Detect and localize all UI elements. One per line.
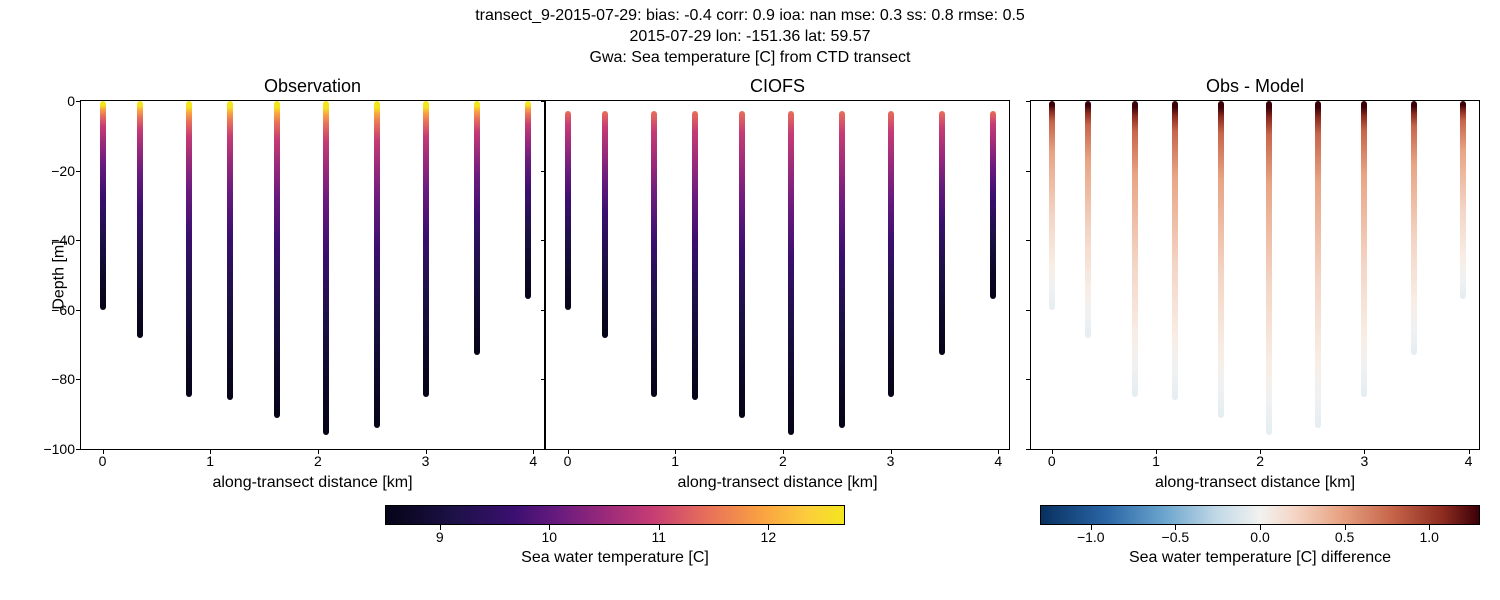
colorbar-tick: −0.5 xyxy=(1162,529,1190,545)
colorbar-tick: 11 xyxy=(652,529,667,545)
suptitle-line-2: 2015-07-29 lon: -151.36 lat: 59.57 xyxy=(0,27,1500,48)
profile-bar xyxy=(939,111,945,355)
profile-bar xyxy=(888,111,894,396)
colorbar-tick: 9 xyxy=(436,529,444,545)
panel-title: Observation xyxy=(80,76,545,97)
xtick-label: 3 xyxy=(422,453,430,469)
panels-row: Observation0−20−40−60−80−10001234Depth [… xyxy=(80,100,1480,450)
profile-bar xyxy=(100,101,106,310)
suptitle-line-1: transect_9-2015-07-29: bias: -0.4 corr: … xyxy=(0,6,1500,27)
xtick-label: 1 xyxy=(1152,453,1160,469)
profile-bar xyxy=(1460,101,1466,299)
profile-bar xyxy=(374,101,380,428)
xlabel: along-transect distance [km] xyxy=(1030,474,1480,492)
profile-bar xyxy=(839,111,845,428)
xtick-label: 4 xyxy=(1465,453,1473,469)
panel-obs-model: Obs - Model01234along-transect distance … xyxy=(1030,100,1480,450)
xtick-label: 2 xyxy=(314,453,322,469)
colorbar-diff-label: Sea water temperature [C] difference xyxy=(1040,549,1480,567)
xtick-label: 0 xyxy=(99,453,107,469)
profile-bar xyxy=(739,111,745,417)
colorbar-tick: 1.0 xyxy=(1419,529,1438,545)
profile-bar xyxy=(1132,101,1138,397)
profile-bar xyxy=(692,111,698,400)
profile-bar xyxy=(1049,101,1055,310)
xtick-label: 3 xyxy=(887,453,895,469)
xtick-label: 1 xyxy=(206,453,214,469)
profile-bar xyxy=(990,111,996,299)
xtick-label: 0 xyxy=(1048,453,1056,469)
panel-title: CIOFS xyxy=(545,76,1010,97)
ytick-label: 0 xyxy=(67,93,75,109)
plot-area: 01234 xyxy=(545,100,1010,450)
xlabel: along-transect distance [km] xyxy=(545,474,1010,492)
xtick-label: 4 xyxy=(529,453,537,469)
colorbar-tick: 0.0 xyxy=(1250,529,1269,545)
colorbar-tick: 12 xyxy=(761,529,777,545)
suptitle-line-3: Gwa: Sea temperature [C] from CTD transe… xyxy=(0,48,1500,69)
xtick-label: 1 xyxy=(671,453,679,469)
profile-bar xyxy=(227,101,233,400)
profile-bar xyxy=(788,111,794,435)
colorbar-temp-label: Sea water temperature [C] xyxy=(385,549,845,567)
profile-bar xyxy=(651,111,657,396)
plot-area: 01234 xyxy=(1030,100,1480,450)
ytick-label: −20 xyxy=(51,163,75,179)
profile-bar xyxy=(565,111,571,309)
profile-bar xyxy=(1411,101,1417,355)
colorbar-temperature: Sea water temperature [C] 9101112 xyxy=(385,505,845,525)
xtick-label: 4 xyxy=(994,453,1002,469)
ytick-label: −100 xyxy=(43,441,75,457)
profile-bar xyxy=(137,101,143,338)
colorbar-difference: Sea water temperature [C] difference −1.… xyxy=(1040,505,1480,525)
panel-observation: Observation0−20−40−60−80−10001234Depth [… xyxy=(80,100,545,450)
xlabel: along-transect distance [km] xyxy=(80,474,545,492)
profile-bar xyxy=(1218,101,1224,418)
xtick-label: 2 xyxy=(779,453,787,469)
profile-bar xyxy=(1085,101,1091,338)
plot-area: 0−20−40−60−80−10001234 xyxy=(80,100,545,450)
xtick-label: 2 xyxy=(1256,453,1264,469)
panel-ciofs: CIOFS01234along-transect distance [km] xyxy=(545,100,1010,450)
profile-bar xyxy=(1361,101,1367,397)
profile-bar xyxy=(525,101,531,299)
xtick-label: 0 xyxy=(564,453,572,469)
profile-bar xyxy=(186,101,192,397)
profile-bar xyxy=(602,111,608,337)
profile-bar xyxy=(423,101,429,397)
colorbar-tick: 10 xyxy=(541,529,557,545)
profile-bar xyxy=(1315,101,1321,428)
profile-bar xyxy=(1266,101,1272,435)
colorbar-tick: 0.5 xyxy=(1335,529,1354,545)
profile-bar xyxy=(274,101,280,418)
profile-bar xyxy=(1172,101,1178,400)
profile-bar xyxy=(323,101,329,435)
panel-title: Obs - Model xyxy=(1030,76,1480,97)
ylabel: Depth [m] xyxy=(51,240,69,309)
colorbar-tick: −1.0 xyxy=(1077,529,1105,545)
profile-bar xyxy=(474,101,480,355)
xtick-label: 3 xyxy=(1360,453,1368,469)
ytick-label: −80 xyxy=(51,371,75,387)
